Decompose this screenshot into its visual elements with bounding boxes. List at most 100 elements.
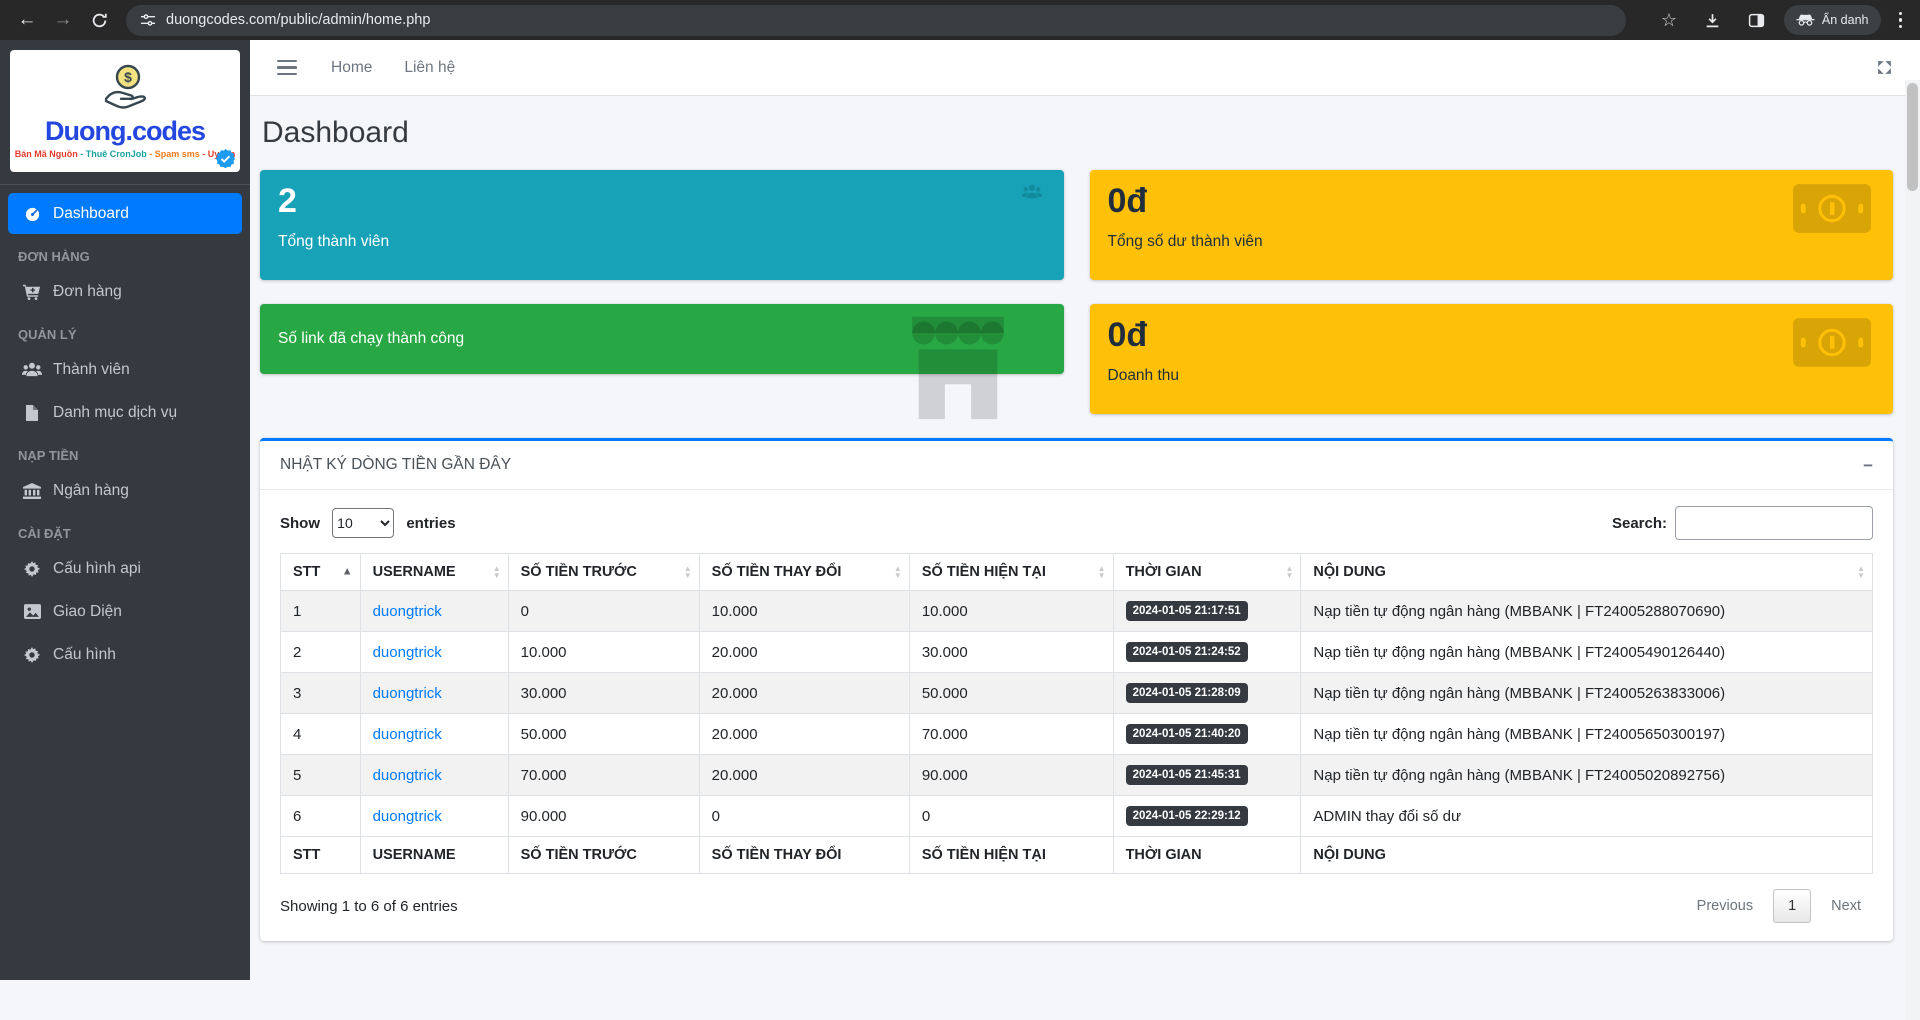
fullscreen-icon[interactable]: [1876, 59, 1893, 76]
username-link[interactable]: duongtrick: [372, 643, 442, 661]
footer-column-header: USERNAME: [359, 836, 509, 874]
time-badge: 2024-01-05 21:24:52: [1125, 642, 1248, 662]
sidebar-item-label: Danh mục dịch vụ: [53, 403, 178, 421]
column-header[interactable]: STT ▲: [280, 553, 361, 591]
sidebar-section-label: NẠP TIỀN: [18, 448, 79, 463]
side-panel-icon[interactable]: [1740, 3, 1774, 37]
forward-icon[interactable]: →: [53, 9, 73, 30]
browser-menu-icon[interactable]: [1891, 11, 1911, 29]
sidebar-section-label: ĐƠN HÀNG: [18, 249, 90, 264]
gear-icon: [18, 646, 46, 663]
brand-tagline-segment: -: [77, 148, 86, 159]
panel-title: NHẬT KÝ DÒNG TIỀN GẦN ĐÂY: [280, 456, 512, 473]
browser-toolbar: ← → duongcodes.com/public/admin/home.php…: [0, 0, 1920, 40]
cell-change: 20.000: [698, 672, 910, 714]
sidebar-item[interactable]: Dashboard: [8, 193, 242, 234]
collapse-icon[interactable]: −: [1863, 455, 1873, 475]
username-link[interactable]: duongtrick: [372, 766, 442, 784]
verified-badge-icon: [216, 149, 235, 168]
cell-before: 70.000: [507, 754, 700, 796]
address-bar[interactable]: duongcodes.com/public/admin/home.php: [126, 4, 1626, 36]
next-page-button[interactable]: Next: [1831, 898, 1861, 914]
cell-change: 20.000: [698, 754, 910, 796]
cell-stt: 6: [280, 795, 361, 837]
sidebar-item[interactable]: Đơn hàng: [8, 271, 242, 312]
page-scrollbar[interactable]: [1905, 80, 1920, 1020]
sidebar-item[interactable]: Thành viên: [8, 349, 242, 390]
time-badge: 2024-01-05 22:29:12: [1125, 806, 1248, 826]
footer-column-header: SỐ TIỀN HIỆN TẠI: [908, 836, 1114, 874]
sidebar-item[interactable]: Cấu hình: [8, 634, 242, 675]
sidebar-item[interactable]: Giao Diện: [8, 591, 242, 632]
cell-time: 2024-01-05 22:29:12: [1112, 795, 1302, 837]
sidebar-item[interactable]: Ngân hàng: [8, 470, 242, 511]
reload-icon[interactable]: [82, 3, 116, 37]
username-link[interactable]: duongtrick: [372, 602, 442, 620]
incognito-badge[interactable]: Ẩn danh: [1783, 5, 1881, 35]
sort-icon: ▲ ▼: [893, 564, 902, 580]
cell-content: ADMIN thay đổi số dư: [1300, 795, 1873, 837]
cell-before: 0: [507, 590, 700, 632]
column-header[interactable]: SỐ TIỀN THAY ĐỔI ▲ ▼: [698, 553, 910, 591]
column-header[interactable]: NỘI DUNG ▲ ▼: [1300, 553, 1873, 591]
file-icon: [18, 404, 46, 421]
money-log-panel: NHẬT KÝ DÒNG TIỀN GẦN ĐÂY − Show 10 entr…: [260, 438, 1893, 941]
sidebar-item-label: Ngân hàng: [53, 481, 129, 499]
brand-tagline-segment: -: [199, 148, 208, 159]
table-info: Showing 1 to 6 of 6 entries: [280, 897, 458, 915]
scrollbar-thumb[interactable]: [1907, 83, 1918, 191]
stat-card-value: 0đ: [1107, 182, 1148, 220]
previous-page-button[interactable]: Previous: [1696, 898, 1754, 914]
stat-card: 0đ Doanh thu: [1089, 304, 1893, 414]
column-header[interactable]: SỐ TIỀN HIỆN TẠI ▲ ▼: [908, 553, 1114, 591]
username-link[interactable]: duongtrick: [372, 807, 442, 825]
column-header-label: USERNAME: [372, 564, 456, 580]
sidebar-item-label: Cấu hình api: [53, 559, 141, 577]
table-row: 2 duongtrick 10.000 20.000 30.000 2024-01-05 …: [280, 631, 1873, 673]
cell-time: 2024-01-05 21:24:52: [1112, 631, 1302, 673]
column-header[interactable]: SỐ TIỀN TRƯỚC ▲ ▼: [507, 553, 700, 591]
cell-current: 0: [908, 795, 1114, 837]
sort-icon: ▲ ▼: [492, 564, 501, 580]
entries-label: entries: [406, 515, 456, 532]
column-header-label: STT: [293, 564, 321, 580]
cell-username: duongtrick: [359, 754, 509, 796]
cell-content: Nạp tiền tự động ngân hàng (MBBANK | FT2…: [1300, 590, 1873, 632]
stat-card-label: Tổng thành viên: [278, 233, 390, 251]
time-badge: 2024-01-05 21:28:09: [1125, 683, 1248, 703]
cell-current: 10.000: [908, 590, 1114, 632]
sidebar-toggle-icon[interactable]: [277, 59, 297, 76]
cell-current: 90.000: [908, 754, 1114, 796]
sidebar-item[interactable]: Cấu hình api: [8, 548, 242, 589]
username-link[interactable]: duongtrick: [372, 684, 442, 702]
url-text[interactable]: duongcodes.com/public/admin/home.php: [166, 12, 431, 28]
time-badge: 2024-01-05 21:17:51: [1125, 601, 1248, 621]
sidebar-item[interactable]: Danh mục dịch vụ: [8, 392, 242, 433]
brand-tagline-segment: Thuê CronJob: [85, 148, 147, 159]
brand-logo[interactable]: $ Duong.codes Bán Mã Nguồn - Thuê CronJo…: [10, 50, 240, 172]
username-link[interactable]: duongtrick: [372, 725, 442, 743]
cell-content: Nạp tiền tự động ngân hàng (MBBANK | FT2…: [1300, 631, 1873, 673]
column-header-label: SỐ TIỀN HIỆN TẠI: [921, 564, 1046, 580]
sort-icon: ▲ ▼: [1285, 564, 1294, 580]
nav-link-contact[interactable]: Liên hệ: [404, 58, 456, 76]
column-header[interactable]: THỜI GIAN ▲ ▼: [1112, 553, 1302, 591]
download-icon[interactable]: [1696, 3, 1730, 37]
current-page-button[interactable]: 1: [1773, 889, 1812, 923]
bookmark-star-icon[interactable]: ☆: [1660, 9, 1677, 30]
back-icon[interactable]: ←: [17, 9, 37, 30]
nav-link-home[interactable]: Home: [331, 58, 373, 76]
side-panel-glyph: [1749, 13, 1765, 27]
site-settings-icon[interactable]: [140, 12, 156, 28]
page-length-select[interactable]: 10: [332, 508, 395, 538]
cell-stt: 4: [280, 713, 361, 755]
cell-before: 10.000: [507, 631, 700, 673]
cell-before: 30.000: [507, 672, 700, 714]
cell-username: duongtrick: [359, 713, 509, 755]
search-input[interactable]: [1675, 506, 1873, 540]
download-glyph: [1707, 13, 1719, 27]
cell-time: 2024-01-05 21:28:09: [1112, 672, 1302, 714]
coin-hand-icon: $: [104, 64, 146, 109]
reload-glyph: [92, 13, 107, 27]
column-header[interactable]: USERNAME ▲ ▼: [359, 553, 509, 591]
